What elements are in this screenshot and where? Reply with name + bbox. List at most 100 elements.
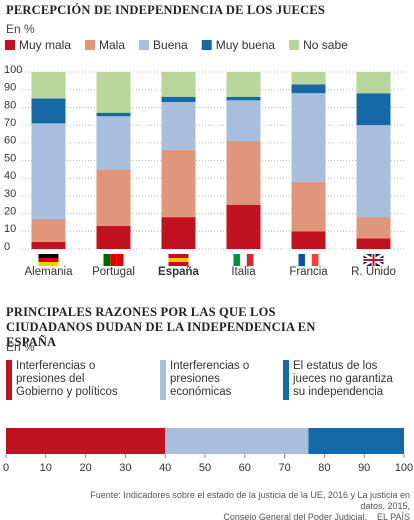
chart-title: PERCEPCIÓN DE INDEPENDENCIA DE LOS JUECE… [6, 3, 326, 17]
flag [311, 254, 319, 266]
legend-label: Buena [153, 38, 188, 52]
flag [233, 254, 241, 266]
x-tick-label: Italia [231, 266, 256, 278]
legend-label: Mala [99, 38, 125, 52]
bar-segment [161, 149, 196, 218]
y-tick-label: 30 [4, 188, 16, 200]
x-tick-label: Francia [289, 266, 328, 278]
flag [38, 262, 59, 266]
y-tick-label: 90 [4, 82, 16, 94]
legend-item: Interferencias o presiones del Gobierno … [6, 360, 128, 400]
bar-segment [96, 225, 131, 249]
y-tick-label: 10 [4, 223, 16, 235]
bar-segment [356, 238, 391, 249]
x-tick-label: 70 [278, 462, 290, 474]
x-tick-label: 100 [395, 462, 413, 474]
flag [103, 254, 111, 266]
legend-label: Muy buena [216, 38, 276, 52]
legend-item: El estatus de los jueces no garantiza su… [283, 360, 405, 400]
chart-subtitle: En % [6, 340, 35, 354]
source-line: Fuente: Indicadores sobre el estado de l… [90, 490, 410, 511]
legend-swatch [201, 40, 212, 50]
x-tick-label: 10 [40, 462, 52, 474]
y-tick-label: 100 [4, 64, 22, 76]
legend-swatch [139, 40, 150, 50]
flag [298, 254, 306, 266]
legend-swatch [289, 40, 300, 50]
chart-subtitle: En % [6, 22, 35, 36]
flag [239, 253, 248, 267]
bar-segment [226, 141, 261, 205]
x-tick-label: 0 [3, 462, 9, 474]
bar-segment [291, 181, 326, 232]
x-tick-label: 30 [119, 462, 131, 474]
x-tick-label: 60 [239, 462, 251, 474]
bar-segment [31, 72, 66, 99]
legend-swatch [85, 40, 96, 50]
bar-segment [226, 72, 261, 97]
legend-label: No sabe [303, 38, 348, 52]
source: Fuente: Indicadores sobre el estado de l… [90, 490, 410, 520]
bar-segment [96, 112, 131, 117]
flag [168, 254, 189, 258]
x-tick-label: Alemania [25, 266, 74, 278]
flag [38, 258, 59, 262]
bar-segment [161, 217, 196, 249]
legend-swatch [6, 360, 12, 400]
bar-segment [226, 100, 261, 142]
y-tick-label: 0 [4, 241, 10, 253]
bar-segment [291, 231, 326, 249]
bar-segment [161, 102, 196, 150]
flag [304, 253, 313, 267]
bar-segment [161, 72, 196, 97]
flag [168, 262, 189, 266]
bar-segment [356, 125, 391, 218]
y-tick-label: 20 [4, 206, 16, 218]
x-tick-label: 90 [358, 462, 370, 474]
flag [38, 254, 59, 258]
bar-segment [161, 96, 196, 103]
bar-segment [308, 428, 404, 454]
y-tick-label: 80 [4, 99, 16, 111]
bar-segment [356, 72, 391, 94]
source-text: Consejo General del Poder Judicial. [223, 512, 367, 520]
flag [246, 254, 254, 266]
flag [168, 258, 189, 262]
y-tick-label: 40 [4, 170, 16, 182]
credit: EL PAÍS [376, 512, 410, 520]
bar-segment [96, 169, 131, 226]
x-tick-label: Portugal [92, 266, 135, 278]
flag [363, 254, 384, 266]
bar-segment [96, 116, 131, 170]
y-tick-label: 70 [4, 117, 16, 129]
chart-title: PRINCIPALES RAZONES POR LAS QUE LOS CIUD… [6, 305, 316, 349]
legend-label: Interferencias o presiones económicas [170, 360, 250, 398]
x-tick-label: España [158, 266, 200, 278]
flag [116, 254, 124, 266]
x-tick-label: 50 [199, 462, 211, 474]
bar-segment [226, 204, 261, 249]
legend-label: Muy mala [19, 38, 71, 52]
bar-segment [356, 217, 391, 239]
bar-segment [291, 84, 326, 94]
bar-segment [31, 98, 66, 124]
bar-segment [31, 241, 66, 249]
bar-segment [6, 428, 166, 454]
legend-label: El estatus de los jueces no garantiza su… [293, 360, 393, 398]
legend-item: Interferencias o presiones económicas [160, 360, 282, 400]
bar-segment [356, 93, 391, 126]
bar-segment [31, 218, 66, 242]
bar-segment [226, 96, 261, 101]
y-tick-label: 60 [4, 135, 16, 147]
bar-segment [291, 93, 326, 182]
bar-segment [96, 72, 131, 113]
legend-label: Interferencias o presiones del Gobierno … [16, 360, 118, 398]
x-tick-label: 20 [79, 462, 91, 474]
x-tick-label: 80 [318, 462, 330, 474]
flag [110, 254, 117, 266]
legend-swatch [283, 360, 289, 400]
legend-swatch [5, 40, 15, 50]
bar-segment [31, 123, 66, 219]
